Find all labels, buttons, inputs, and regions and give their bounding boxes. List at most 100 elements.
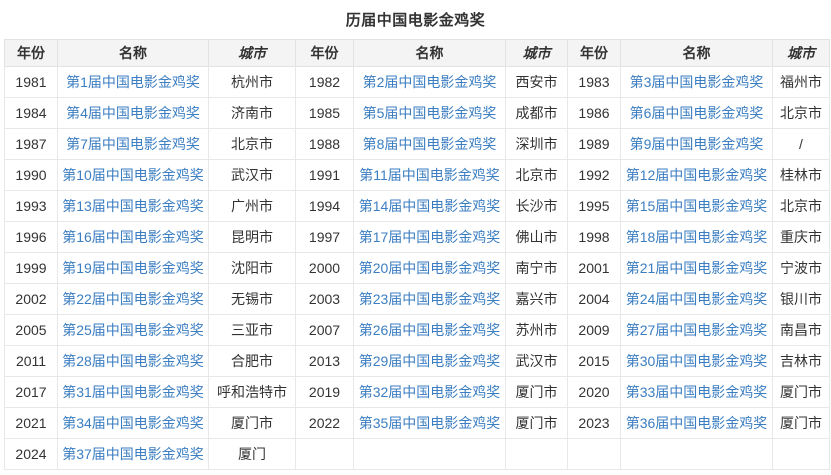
city-cell: 沈阳市: [208, 252, 296, 284]
city-cell: 长沙市: [505, 190, 568, 222]
year-cell: [295, 438, 354, 470]
year-cell: 1993: [4, 190, 58, 222]
award-link[interactable]: 第16届中国电影金鸡奖: [62, 229, 204, 245]
award-link[interactable]: 第10届中国电影金鸡奖: [62, 167, 204, 183]
city-cell: 深圳市: [505, 128, 568, 160]
city-cell: 无锡市: [208, 283, 296, 315]
year-cell: 2021: [4, 407, 58, 439]
award-link[interactable]: 第35届中国电影金鸡奖: [358, 415, 501, 431]
award-link[interactable]: 第15届中国电影金鸡奖: [625, 198, 768, 214]
table-row: 2011 第28届中国电影金鸡奖 合肥市 2013 第29届中国电影金鸡奖 武汉市 2015…: [4, 345, 830, 377]
city-cell: [772, 438, 830, 470]
award-link[interactable]: 第25届中国电影金鸡奖: [62, 322, 204, 338]
name-cell: 第11届中国电影金鸡奖: [353, 159, 506, 191]
city-cell: 武汉市: [505, 345, 568, 377]
name-cell: 第20届中国电影金鸡奖: [353, 252, 506, 284]
award-link[interactable]: 第29届中国电影金鸡奖: [358, 353, 501, 369]
city-cell: 北京市: [208, 128, 296, 160]
name-cell: 第13届中国电影金鸡奖: [57, 190, 209, 222]
award-link[interactable]: 第13届中国电影金鸡奖: [62, 198, 204, 214]
name-cell: 第6届中国电影金鸡奖: [620, 97, 773, 129]
award-link[interactable]: 第18届中国电影金鸡奖: [625, 229, 768, 245]
name-cell: 第10届中国电影金鸡奖: [57, 159, 209, 191]
name-cell: 第19届中国电影金鸡奖: [57, 252, 209, 284]
column-header-name: 名称: [57, 39, 209, 67]
city-cell: 嘉兴市: [505, 283, 568, 315]
award-link[interactable]: 第37届中国电影金鸡奖: [62, 446, 204, 462]
award-link[interactable]: 第3届中国电影金鸡奖: [629, 74, 764, 90]
award-link[interactable]: 第2届中国电影金鸡奖: [362, 74, 497, 90]
award-link[interactable]: 第26届中国电影金鸡奖: [358, 322, 501, 338]
year-cell: [567, 438, 621, 470]
city-cell: [505, 438, 568, 470]
year-cell: 2020: [567, 376, 621, 408]
award-link[interactable]: 第19届中国电影金鸡奖: [62, 260, 204, 276]
award-link[interactable]: 第21届中国电影金鸡奖: [625, 260, 768, 276]
year-cell: 1982: [295, 66, 354, 98]
table-header: 年份 名称 城市 年份 名称 城市 年份 名称 城市: [4, 39, 830, 67]
name-cell: 第22届中国电影金鸡奖: [57, 283, 209, 315]
year-cell: 2004: [567, 283, 621, 315]
award-link[interactable]: 第23届中国电影金鸡奖: [358, 291, 501, 307]
award-link[interactable]: 第12届中国电影金鸡奖: [625, 167, 768, 183]
award-link[interactable]: 第34届中国电影金鸡奖: [62, 415, 204, 431]
award-link[interactable]: 第6届中国电影金鸡奖: [629, 105, 764, 121]
name-cell: 第17届中国电影金鸡奖: [353, 221, 506, 253]
city-cell: 广州市: [208, 190, 296, 222]
column-header-name: 名称: [620, 39, 773, 67]
award-link[interactable]: 第17届中国电影金鸡奖: [358, 229, 501, 245]
award-link[interactable]: 第11届中国电影金鸡奖: [359, 167, 500, 183]
award-link[interactable]: 第4届中国电影金鸡奖: [66, 105, 200, 121]
name-cell: 第28届中国电影金鸡奖: [57, 345, 209, 377]
award-link[interactable]: 第30届中国电影金鸡奖: [625, 353, 768, 369]
city-cell: 昆明市: [208, 221, 296, 253]
table-row: 1981 第1届中国电影金鸡奖 杭州市 1982 第2届中国电影金鸡奖 西安市 1983 第3…: [4, 66, 830, 98]
name-cell: 第24届中国电影金鸡奖: [620, 283, 773, 315]
year-cell: 1989: [567, 128, 621, 160]
name-cell: 第30届中国电影金鸡奖: [620, 345, 773, 377]
award-link[interactable]: 第31届中国电影金鸡奖: [62, 384, 204, 400]
name-cell: 第21届中国电影金鸡奖: [620, 252, 773, 284]
award-link[interactable]: 第14届中国电影金鸡奖: [358, 198, 501, 214]
award-link[interactable]: 第36届中国电影金鸡奖: [625, 415, 768, 431]
name-cell: 第33届中国电影金鸡奖: [620, 376, 773, 408]
award-link[interactable]: 第33届中国电影金鸡奖: [625, 384, 768, 400]
name-cell: [620, 438, 773, 470]
award-link[interactable]: 第24届中国电影金鸡奖: [625, 291, 768, 307]
column-header-city: 城市: [208, 39, 296, 67]
year-cell: 1999: [4, 252, 58, 284]
name-cell: 第3届中国电影金鸡奖: [620, 66, 773, 98]
name-cell: 第8届中国电影金鸡奖: [353, 128, 506, 160]
city-cell: 厦门市: [772, 407, 830, 439]
award-link[interactable]: 第8届中国电影金鸡奖: [362, 136, 497, 152]
award-link[interactable]: 第7届中国电影金鸡奖: [66, 136, 200, 152]
city-cell: 佛山市: [505, 221, 568, 253]
name-cell: 第5届中国电影金鸡奖: [353, 97, 506, 129]
year-cell: 2009: [567, 314, 621, 346]
year-cell: 1985: [295, 97, 354, 129]
name-cell: 第26届中国电影金鸡奖: [353, 314, 506, 346]
award-link[interactable]: 第27届中国电影金鸡奖: [625, 322, 768, 338]
city-cell: 银川市: [772, 283, 830, 315]
name-cell: [353, 438, 506, 470]
year-cell: 2005: [4, 314, 58, 346]
city-cell: /: [772, 128, 830, 160]
city-cell: 南宁市: [505, 252, 568, 284]
name-cell: 第4届中国电影金鸡奖: [57, 97, 209, 129]
year-cell: 2015: [567, 345, 621, 377]
award-link[interactable]: 第20届中国电影金鸡奖: [358, 260, 501, 276]
award-link[interactable]: 第28届中国电影金鸡奖: [62, 353, 204, 369]
award-link[interactable]: 第22届中国电影金鸡奖: [62, 291, 204, 307]
city-cell: 厦门市: [772, 376, 830, 408]
city-cell: 北京市: [505, 159, 568, 191]
name-cell: 第14届中国电影金鸡奖: [353, 190, 506, 222]
table-row: 1987 第7届中国电影金鸡奖 北京市 1988 第8届中国电影金鸡奖 深圳市 1989 第9…: [4, 128, 830, 160]
award-link[interactable]: 第5届中国电影金鸡奖: [362, 105, 497, 121]
award-link[interactable]: 第32届中国电影金鸡奖: [358, 384, 501, 400]
award-link[interactable]: 第9届中国电影金鸡奖: [629, 136, 764, 152]
award-link[interactable]: 第1届中国电影金鸡奖: [66, 74, 200, 90]
year-cell: 2017: [4, 376, 58, 408]
year-cell: 1994: [295, 190, 354, 222]
column-header-city: 城市: [505, 39, 568, 67]
column-header-year: 年份: [4, 39, 58, 67]
